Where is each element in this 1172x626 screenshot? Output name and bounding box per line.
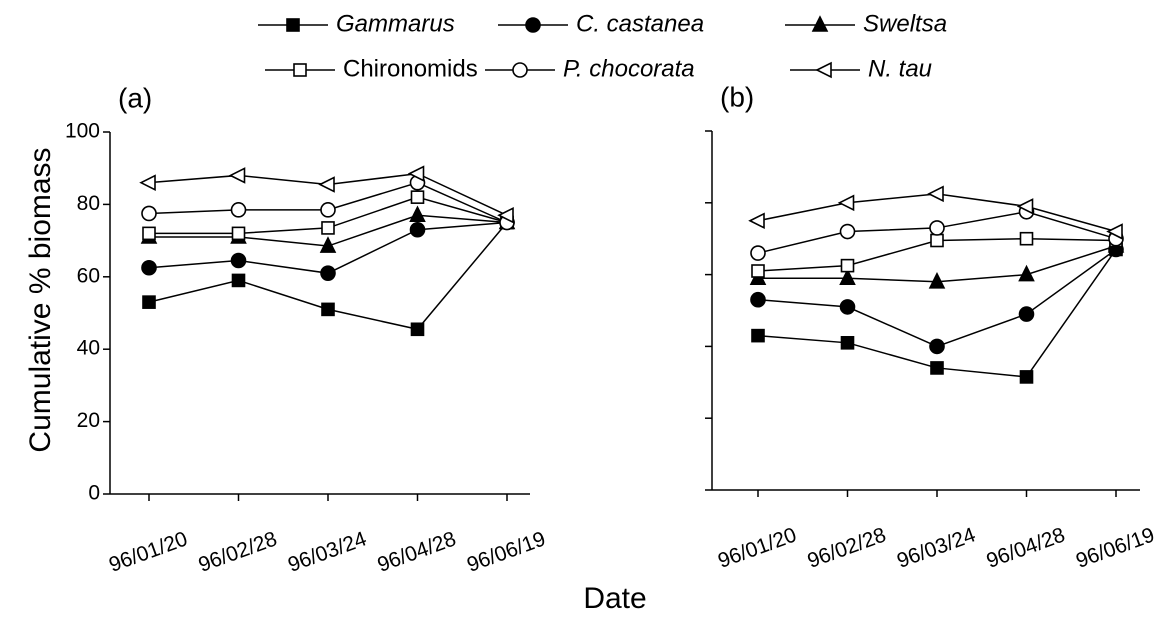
x-tick-label: 96/03/24 (894, 523, 979, 573)
data-point (1018, 264, 1035, 282)
legend-label: Sweltsa (863, 10, 947, 37)
x-tick-label: 96/02/28 (804, 523, 889, 573)
x-axis-label: Date (583, 582, 646, 615)
legend-marker (815, 61, 832, 79)
data-point (748, 212, 765, 230)
data-point (1018, 306, 1035, 322)
data-point (930, 361, 944, 375)
data-point (139, 174, 156, 191)
data-point (319, 236, 337, 253)
data-point (410, 322, 425, 337)
data-point (407, 165, 425, 182)
data-point (320, 265, 336, 281)
y-tick-label: 40 (77, 337, 100, 360)
data-point (930, 233, 944, 248)
data-point (1106, 223, 1123, 240)
data-point (751, 328, 765, 343)
legend-marker (811, 15, 829, 32)
data-point (1019, 231, 1034, 246)
data-point (320, 202, 336, 218)
data-point (410, 190, 425, 204)
x-tick-label: 96/04/28 (374, 527, 459, 577)
panel-label: (b) (720, 81, 754, 112)
legend-marker (293, 63, 307, 77)
data-point (409, 205, 426, 223)
data-point (321, 221, 335, 235)
data-point (1016, 198, 1034, 215)
data-point (929, 220, 945, 236)
data-point (142, 226, 156, 241)
legend-marker (512, 62, 528, 78)
legend-label: Chironomids (343, 55, 478, 82)
legend-label: C. castanea (576, 10, 704, 37)
legend-marker (286, 18, 300, 32)
data-point (321, 302, 335, 317)
legend-label: P. chocorata (563, 55, 695, 82)
y-axis-label: Cumulative % biomass (24, 147, 57, 452)
data-point (230, 252, 247, 269)
y-tick-label: 100 (65, 120, 100, 143)
legend-marker (525, 17, 541, 33)
data-point (141, 259, 157, 276)
data-point (231, 226, 246, 241)
y-tick-label: 80 (77, 192, 100, 215)
x-tick-label: 96/01/20 (715, 523, 800, 573)
data-point (231, 273, 246, 288)
panel-label: (a) (118, 82, 152, 113)
data-point (840, 258, 855, 273)
data-point (929, 338, 945, 355)
data-point (409, 221, 426, 238)
data-point (927, 185, 944, 203)
data-point (750, 245, 766, 261)
x-tick-label: 96/03/24 (285, 527, 370, 577)
data-point (840, 336, 855, 350)
data-point (141, 205, 157, 222)
data-point (230, 202, 247, 218)
data-point (839, 223, 856, 240)
data-point (228, 167, 246, 184)
data-point (837, 194, 855, 212)
series-line (757, 248, 1117, 348)
y-tick-label: 0 (88, 482, 100, 505)
x-tick-label: 96/06/19 (464, 527, 549, 577)
legend-label: Gammarus (336, 10, 455, 37)
series-line (757, 249, 1117, 378)
x-tick-label: 96/06/19 (1073, 523, 1158, 573)
y-tick-label: 60 (77, 264, 100, 287)
x-tick-label: 96/01/20 (106, 527, 191, 577)
data-point (839, 299, 856, 315)
data-point (928, 271, 946, 289)
data-point (142, 295, 156, 309)
data-point (1019, 370, 1034, 384)
data-point (497, 206, 514, 224)
y-tick-label: 20 (77, 409, 100, 432)
x-tick-label: 96/04/28 (983, 523, 1068, 573)
data-point (318, 176, 335, 193)
legend-label: N. tau (868, 55, 932, 82)
data-point (751, 264, 765, 278)
data-point (839, 268, 856, 285)
data-point (750, 291, 766, 308)
x-tick-label: 96/02/28 (195, 527, 280, 577)
